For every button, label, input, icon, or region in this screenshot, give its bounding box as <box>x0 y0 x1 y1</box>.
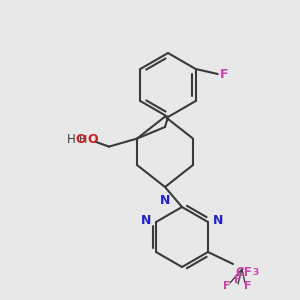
Text: F: F <box>220 68 228 80</box>
Text: F: F <box>234 275 242 285</box>
Text: CF: CF <box>235 266 252 279</box>
Text: H: H <box>67 133 75 146</box>
Text: O: O <box>88 133 98 146</box>
Text: N: N <box>160 194 170 207</box>
Text: 3: 3 <box>252 268 258 277</box>
Text: H: H <box>79 135 87 145</box>
Text: F: F <box>223 281 231 291</box>
Text: O: O <box>76 133 86 146</box>
Text: N: N <box>213 214 224 227</box>
Text: N: N <box>141 214 151 227</box>
Text: F: F <box>244 281 252 291</box>
